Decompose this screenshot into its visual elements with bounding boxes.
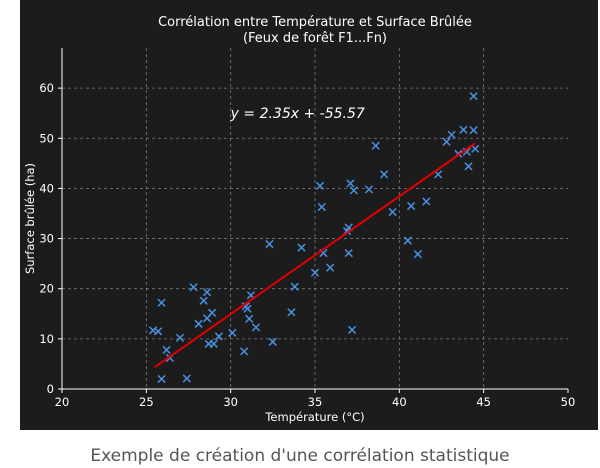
data-point — [464, 162, 473, 171]
data-point — [469, 92, 478, 101]
regression-equation: y = 2.35x + -55.57 — [230, 106, 365, 122]
data-point — [243, 304, 252, 313]
chart-figure: 20 25 30 35 40 45 50 0 10 20 30 40 50 60 y = 2.35x + … — [20, 0, 598, 430]
data-point — [214, 332, 223, 341]
data-point — [462, 147, 471, 156]
data-point — [349, 186, 358, 195]
y-tick-label: 60 — [39, 81, 54, 95]
data-point — [207, 308, 217, 317]
data-point — [459, 125, 468, 134]
data-point — [344, 248, 353, 258]
data-point — [182, 374, 191, 383]
x-tick-label: 35 — [308, 395, 323, 409]
tick-labels: 20 25 30 35 40 45 50 0 10 20 30 40 50 60 — [39, 81, 575, 409]
data-point — [228, 328, 237, 337]
y-tick-label: 20 — [39, 282, 54, 296]
data-point — [310, 268, 320, 277]
data-point — [380, 170, 389, 179]
data-point — [175, 333, 185, 342]
data-point — [265, 239, 274, 249]
data-point — [403, 236, 412, 245]
x-tick-label: 20 — [55, 395, 70, 409]
scatter-chart: 20 25 30 35 40 45 50 0 10 20 30 40 50 60 y = 2.35x + … — [23, 15, 575, 424]
data-point — [202, 288, 212, 297]
x-tick-label: 25 — [139, 395, 154, 409]
data-point — [251, 323, 261, 332]
y-tick-label: 0 — [47, 382, 54, 396]
axes — [58, 48, 569, 393]
x-axis-label: Température (°C) — [264, 410, 364, 424]
regression-line — [154, 142, 476, 368]
data-point — [268, 337, 277, 346]
x-tick-label: 30 — [223, 395, 238, 409]
data-point — [469, 126, 478, 135]
y-tick-label: 40 — [39, 181, 54, 195]
data-point — [388, 207, 397, 217]
data-point — [157, 374, 166, 384]
data-point — [447, 130, 456, 139]
chart-subtitle: (Feux de forêt F1...Fn) — [243, 31, 387, 46]
data-point — [364, 185, 374, 194]
data-point — [347, 325, 357, 334]
data-point — [290, 282, 299, 291]
data-point — [315, 181, 325, 191]
data-point — [471, 144, 480, 153]
x-tick-label: 50 — [561, 395, 576, 409]
data-point — [209, 339, 218, 348]
x-tick-label: 40 — [392, 395, 407, 409]
data-point — [287, 308, 296, 317]
data-point — [317, 202, 326, 212]
data-point — [154, 327, 163, 336]
data-point — [240, 347, 249, 356]
y-tick-label: 30 — [39, 232, 54, 246]
data-point — [326, 263, 335, 272]
grid-lines — [62, 48, 568, 389]
y-tick-label: 10 — [39, 332, 54, 346]
x-tick-label: 45 — [476, 395, 491, 409]
data-point — [442, 137, 451, 146]
data-point — [346, 179, 355, 188]
data-point — [297, 243, 306, 252]
data-point — [245, 314, 254, 323]
y-tick-label: 50 — [39, 131, 54, 145]
figure-caption: Exemple de création d'une corrélation st… — [90, 446, 510, 466]
data-point — [199, 296, 208, 305]
data-point — [157, 298, 166, 307]
data-point — [162, 345, 171, 355]
data-point — [407, 201, 416, 211]
data-point — [189, 283, 198, 292]
chart-title: Corrélation entre Température et Surface… — [158, 15, 472, 30]
data-point — [194, 319, 203, 328]
data-point — [371, 141, 380, 150]
data-point — [422, 197, 431, 206]
y-axis-label: Surface brûlée (ha) — [23, 163, 37, 274]
data-point — [413, 249, 423, 259]
